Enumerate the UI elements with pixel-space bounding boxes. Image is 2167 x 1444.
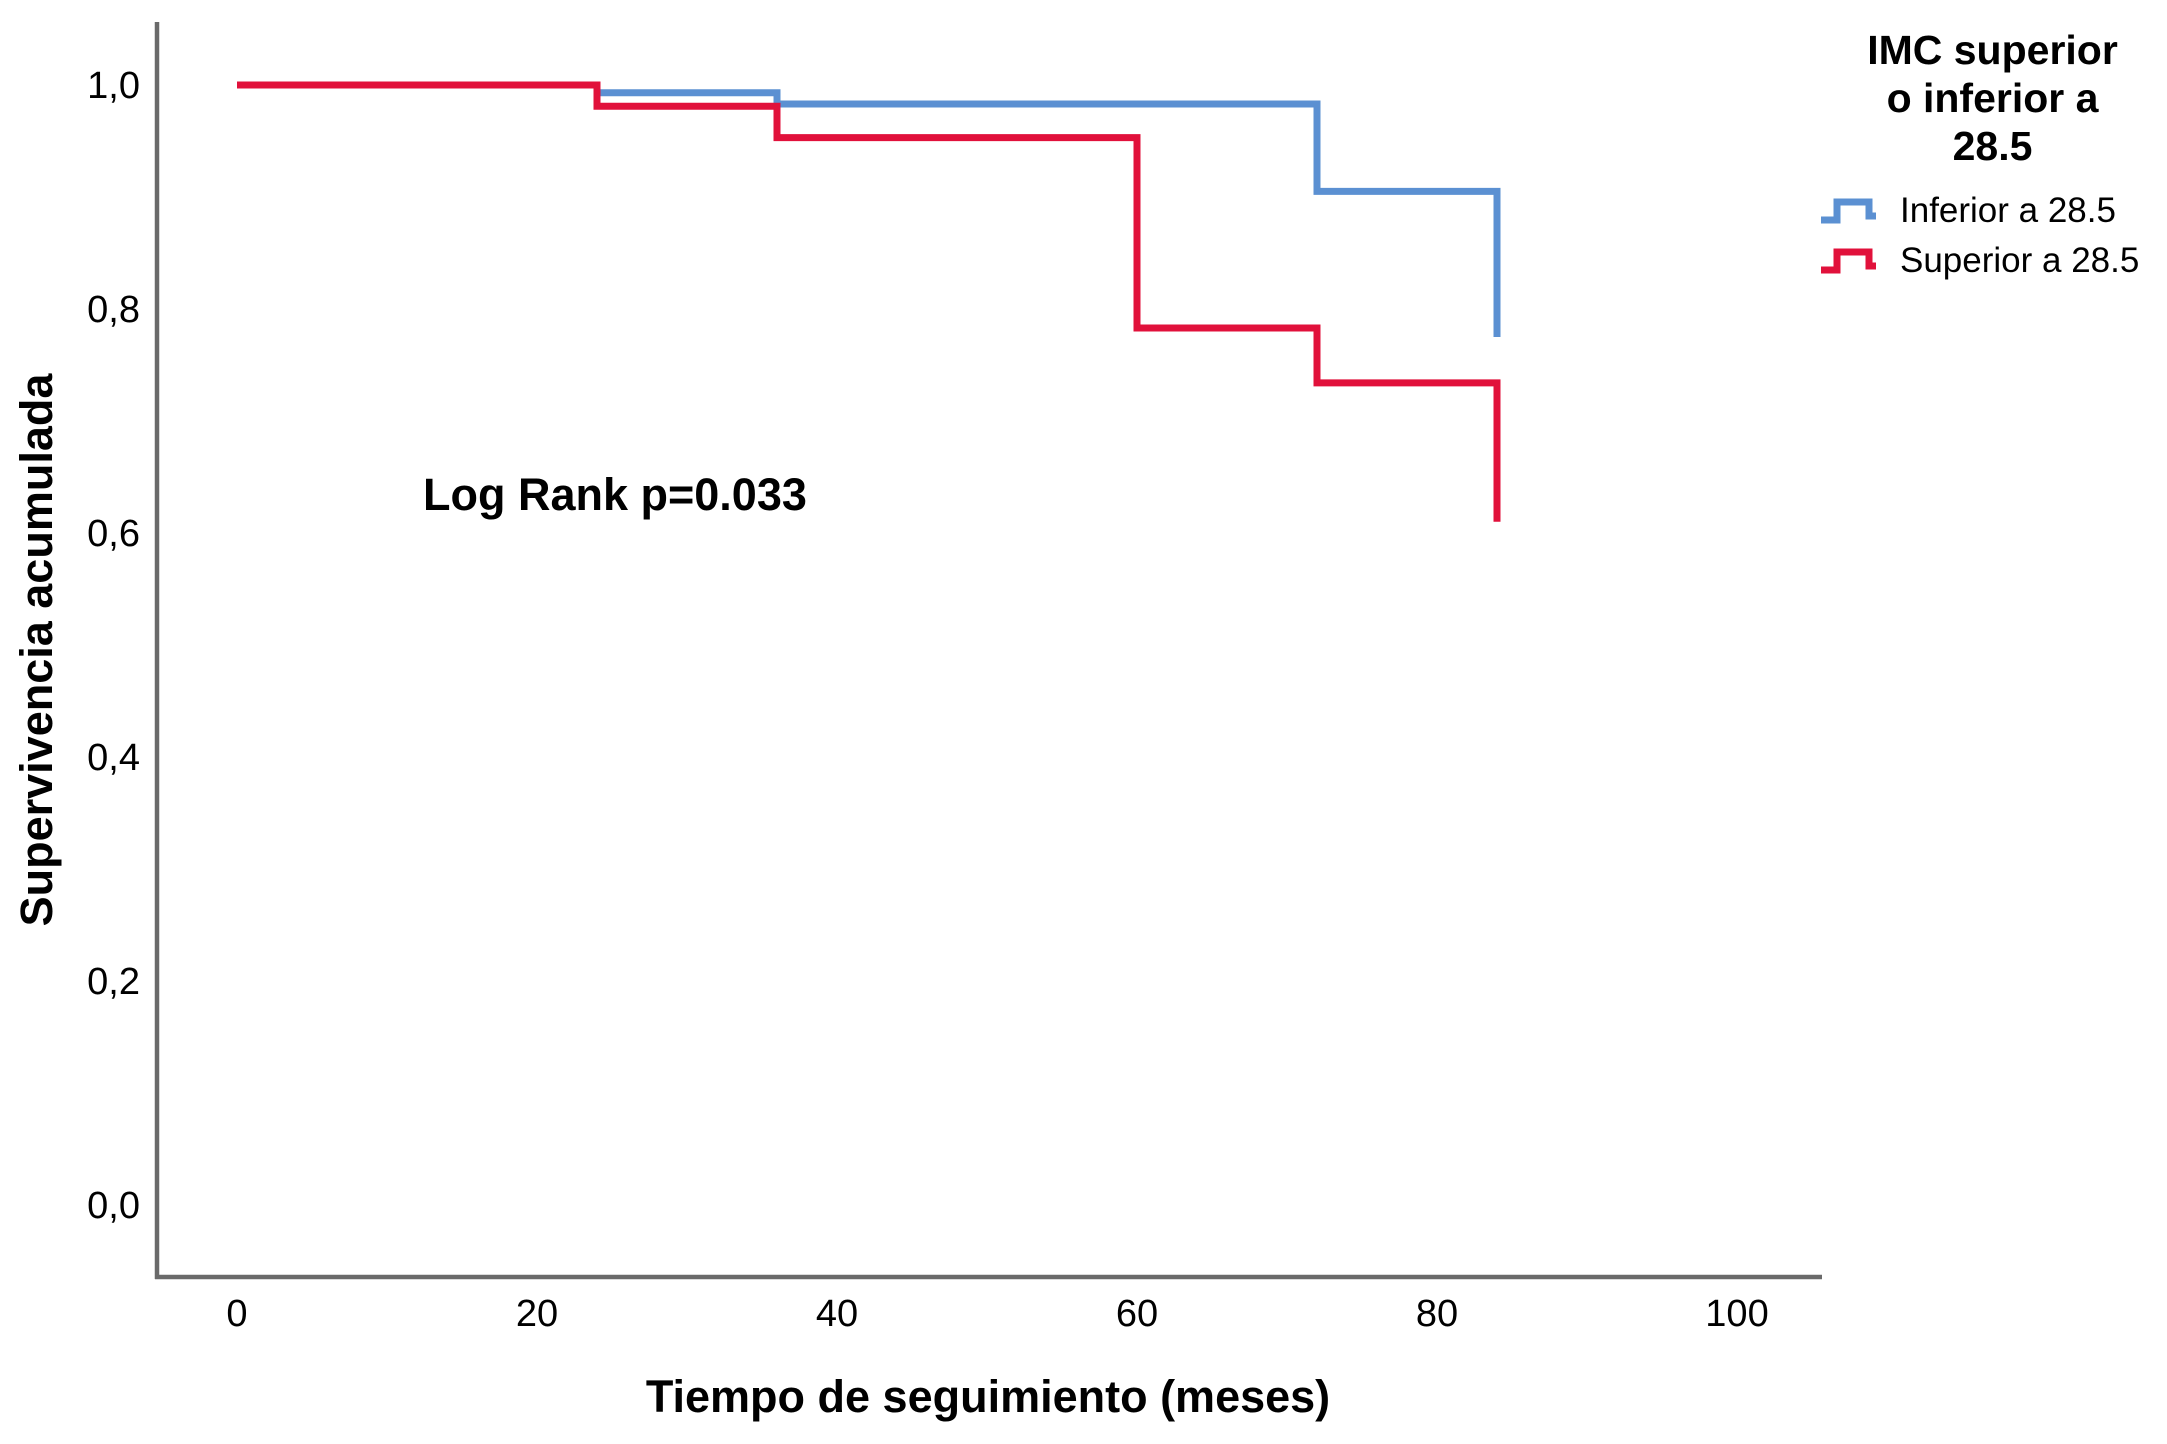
survival-curve-superior-a-28-5 bbox=[237, 81, 1501, 522]
y-axis-title: Supervivencia acumulada bbox=[11, 373, 62, 927]
x-tick-label: 20 bbox=[516, 1293, 558, 1335]
log-rank-annotation: Log Rank p=0.033 bbox=[423, 469, 807, 520]
y-tick-label: 0,6 bbox=[87, 513, 140, 555]
y-tick-label: 1,0 bbox=[87, 65, 140, 107]
y-tick-label: 0,4 bbox=[87, 737, 140, 779]
x-tick-labels: 0 20 40 60 80 100 bbox=[226, 1293, 1768, 1335]
legend-title: IMC superior o inferior a 28.5 bbox=[1818, 26, 2167, 170]
legend-entry-inferior: Inferior a 28.5 bbox=[1818, 186, 2167, 236]
legend-title-line-1: IMC superior bbox=[1867, 27, 2118, 73]
y-tick-label: 0,2 bbox=[87, 961, 140, 1003]
y-tick-label: 0,8 bbox=[87, 289, 140, 331]
x-tick-label: 60 bbox=[1116, 1293, 1158, 1335]
y-tick-labels: 0,0 0,2 0,4 0,6 0,8 1,0 bbox=[87, 65, 140, 1227]
x-tick-label: 0 bbox=[226, 1293, 247, 1335]
legend-entry-label: Superior a 28.5 bbox=[1900, 241, 2140, 280]
red-step-line-icon bbox=[1821, 248, 1876, 274]
blue-step-line-icon bbox=[1821, 198, 1876, 224]
legend-title-line-2: o inferior a bbox=[1886, 75, 2099, 121]
legend-entry-label: Inferior a 28.5 bbox=[1900, 191, 2116, 230]
x-tick-label: 100 bbox=[1705, 1293, 1768, 1335]
legend-title-line-3: 28.5 bbox=[1952, 123, 2033, 169]
legend-entries: Inferior a 28.5 Superior a 28.5 bbox=[1818, 186, 2167, 286]
y-tick-label: 0,0 bbox=[87, 1185, 140, 1227]
legend-entry-superior: Superior a 28.5 bbox=[1818, 236, 2167, 286]
x-tick-label: 40 bbox=[816, 1293, 858, 1335]
x-tick-label: 80 bbox=[1416, 1293, 1458, 1335]
survival-curve-inferior-a-28-5 bbox=[237, 81, 1501, 337]
legend: IMC superior o inferior a 28.5 Inferior … bbox=[1818, 26, 2167, 286]
x-axis-title: Tiempo de seguimiento (meses) bbox=[646, 1371, 1330, 1422]
